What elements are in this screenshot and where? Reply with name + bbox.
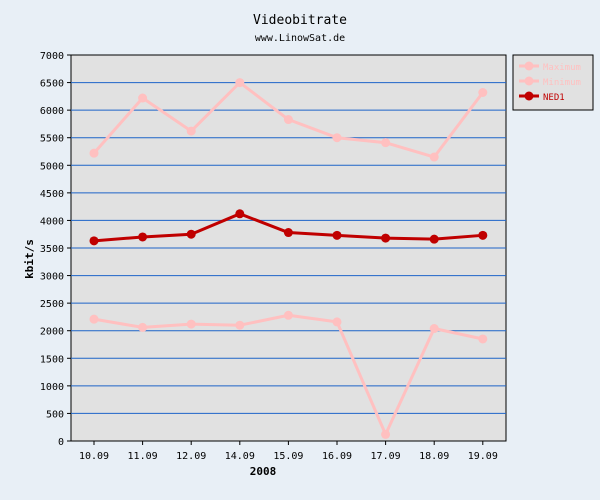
y-tick-label: 2500 (40, 299, 64, 310)
data-point (381, 233, 391, 243)
data-point (235, 320, 245, 330)
data-point (429, 152, 439, 162)
y-tick-label: 3000 (40, 272, 64, 283)
x-tick-label: 10.09 (79, 451, 109, 462)
y-tick-label: 4500 (40, 189, 64, 200)
y-tick-label: 2000 (40, 327, 64, 338)
y-axis: 0 500 1000 1500 2000 2500 3000 3500 4000 4500 5000… (40, 51, 71, 448)
y-tick-label: 5500 (40, 134, 64, 145)
data-point (283, 310, 293, 320)
legend: Maximum Minimum NED1 (512, 54, 594, 111)
y-tick-label: 500 (46, 409, 64, 420)
data-point (186, 229, 196, 239)
data-point (89, 314, 99, 324)
x-axis: 10.09 11.09 12.09 14.09 15.09 16.09 17.09 18.09… (79, 441, 498, 462)
data-point (283, 228, 293, 238)
data-point (478, 230, 488, 240)
data-point (283, 115, 293, 125)
chart-title: Videobitrate (253, 13, 347, 28)
data-point (478, 334, 488, 344)
data-point (186, 126, 196, 136)
data-point (186, 319, 196, 329)
x-tick-label: 11.09 (128, 451, 158, 462)
x-tick-label: 15.09 (273, 451, 303, 462)
legend-swatch-marker (524, 76, 534, 86)
data-point (381, 138, 391, 148)
data-point (332, 317, 342, 327)
y-tick-label: 1500 (40, 354, 64, 365)
data-point (332, 133, 342, 143)
y-tick-label: 5000 (40, 161, 64, 172)
y-axis-label: kbit/s (23, 239, 36, 279)
data-point (381, 429, 391, 439)
x-tick-label: 17.09 (371, 451, 401, 462)
data-point (478, 87, 488, 97)
data-point (89, 236, 99, 246)
y-tick-label: 6000 (40, 106, 64, 117)
legend-swatch-marker (524, 61, 534, 71)
y-tick-label: 6500 (40, 79, 64, 90)
x-axis-label: 2008 (250, 465, 277, 478)
data-point (138, 93, 148, 103)
data-point (235, 209, 245, 219)
series-group (89, 78, 488, 439)
x-tick-label: 14.09 (225, 451, 255, 462)
legend-label: Minimum (543, 78, 581, 88)
legend-label: NED1 (543, 93, 565, 103)
data-point (138, 322, 148, 332)
chart-subtitle: www.LinowSat.de (255, 33, 345, 44)
grid-lines (71, 82, 506, 414)
data-point (429, 234, 439, 244)
x-tick-label: 16.09 (322, 451, 352, 462)
y-tick-label: 0 (58, 437, 64, 448)
y-tick-label: 1000 (40, 382, 64, 393)
y-tick-label: 4000 (40, 216, 64, 227)
data-point (332, 230, 342, 240)
y-tick-label: 3500 (40, 244, 64, 255)
x-tick-label: 19.09 (468, 451, 498, 462)
x-tick-label: 18.09 (419, 451, 449, 462)
data-point (138, 232, 148, 242)
legend-swatch-marker (524, 91, 534, 101)
data-point (235, 78, 245, 88)
legend-label: Maximum (543, 63, 581, 73)
data-point (89, 148, 99, 158)
x-tick-label: 12.09 (176, 451, 206, 462)
data-point (429, 324, 439, 334)
y-tick-label: 7000 (40, 51, 64, 62)
